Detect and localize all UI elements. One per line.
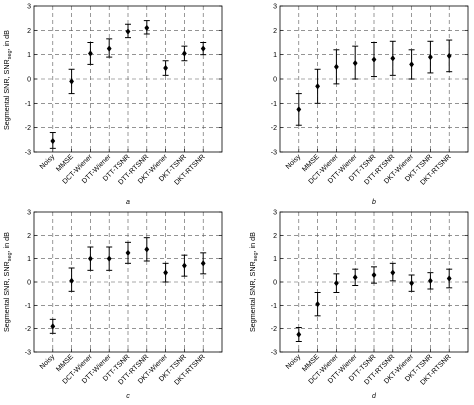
data-point — [296, 106, 302, 113]
data-point — [144, 246, 150, 253]
data-point — [163, 269, 168, 276]
x-tick-label: Noisy — [285, 153, 303, 171]
panel-label: a — [126, 199, 130, 206]
y-tick-label: 3 — [27, 210, 31, 217]
y-tick-label: 0 — [273, 280, 277, 287]
data-point — [88, 50, 93, 57]
data-point — [371, 271, 377, 279]
y-tick-label: 2 — [27, 233, 31, 240]
y-tick-label: -1 — [25, 101, 31, 108]
y-tick-label: 2 — [273, 233, 277, 240]
y-tick-label: -1 — [271, 101, 277, 108]
data-point — [182, 262, 187, 269]
data-point — [182, 50, 187, 57]
x-tick-label: Noisy — [39, 353, 57, 371]
data-point — [200, 260, 206, 267]
data-point — [334, 63, 339, 71]
data-point — [163, 64, 168, 72]
y-tick-label: 0 — [27, 280, 31, 287]
data-point — [69, 78, 74, 85]
y-tick-label: 1 — [27, 52, 31, 59]
panel-label: d — [372, 393, 377, 400]
data-point — [352, 59, 358, 67]
data-point — [446, 275, 452, 282]
y-tick-label: -3 — [271, 350, 277, 357]
y-tick-label: -3 — [271, 150, 277, 157]
y-tick-label: 1 — [27, 256, 31, 263]
y-tick-label: 3 — [273, 210, 277, 217]
data-point — [409, 61, 414, 68]
data-point — [125, 28, 131, 35]
y-tick-label: -3 — [25, 150, 31, 157]
data-point — [352, 274, 358, 281]
y-tick-label: -1 — [25, 303, 31, 310]
data-point — [315, 300, 320, 308]
data-point — [200, 45, 206, 52]
data-point — [144, 24, 150, 32]
data-point — [390, 269, 396, 276]
y-tick-label: 1 — [273, 256, 277, 263]
y-tick-label: 3 — [273, 4, 277, 11]
data-point — [334, 279, 339, 287]
data-point — [428, 277, 433, 285]
y-tick-label: 1 — [273, 52, 277, 59]
y-tick-label: -2 — [271, 326, 277, 333]
x-tick-label: Noisy — [39, 153, 57, 171]
data-point — [371, 56, 377, 63]
y-tick-label: 3 — [27, 4, 31, 11]
x-tick-label: Noisy — [285, 353, 303, 371]
y-tick-label: -3 — [25, 350, 31, 357]
y-tick-label: 0 — [27, 77, 31, 84]
y-axis-label: Segmental SNR, SNRseg, in dB — [2, 232, 13, 332]
data-point — [428, 53, 433, 61]
y-tick-label: -2 — [271, 125, 277, 132]
y-tick-label: 2 — [27, 28, 31, 35]
data-point — [106, 45, 112, 52]
panel-label: c — [126, 393, 130, 400]
y-tick-label: -1 — [271, 303, 277, 310]
y-axis-label: Segmental SNR, SNRseg, in dB — [2, 30, 13, 130]
panel-label: b — [372, 199, 376, 206]
data-point — [446, 52, 452, 60]
data-point — [106, 255, 112, 262]
y-tick-label: 0 — [273, 77, 277, 84]
data-point — [315, 83, 320, 90]
data-point — [50, 137, 56, 145]
y-tick-label: -2 — [25, 326, 31, 333]
data-point — [50, 323, 56, 330]
data-point — [409, 279, 414, 287]
data-point — [390, 55, 396, 62]
data-point — [125, 249, 131, 257]
data-point — [88, 255, 93, 262]
data-point — [69, 277, 74, 285]
y-tick-label: -2 — [25, 125, 31, 132]
data-point — [296, 331, 302, 338]
y-axis-label: Segmental SNR, SNRseg, in dB — [248, 232, 259, 332]
y-tick-label: 2 — [273, 28, 277, 35]
